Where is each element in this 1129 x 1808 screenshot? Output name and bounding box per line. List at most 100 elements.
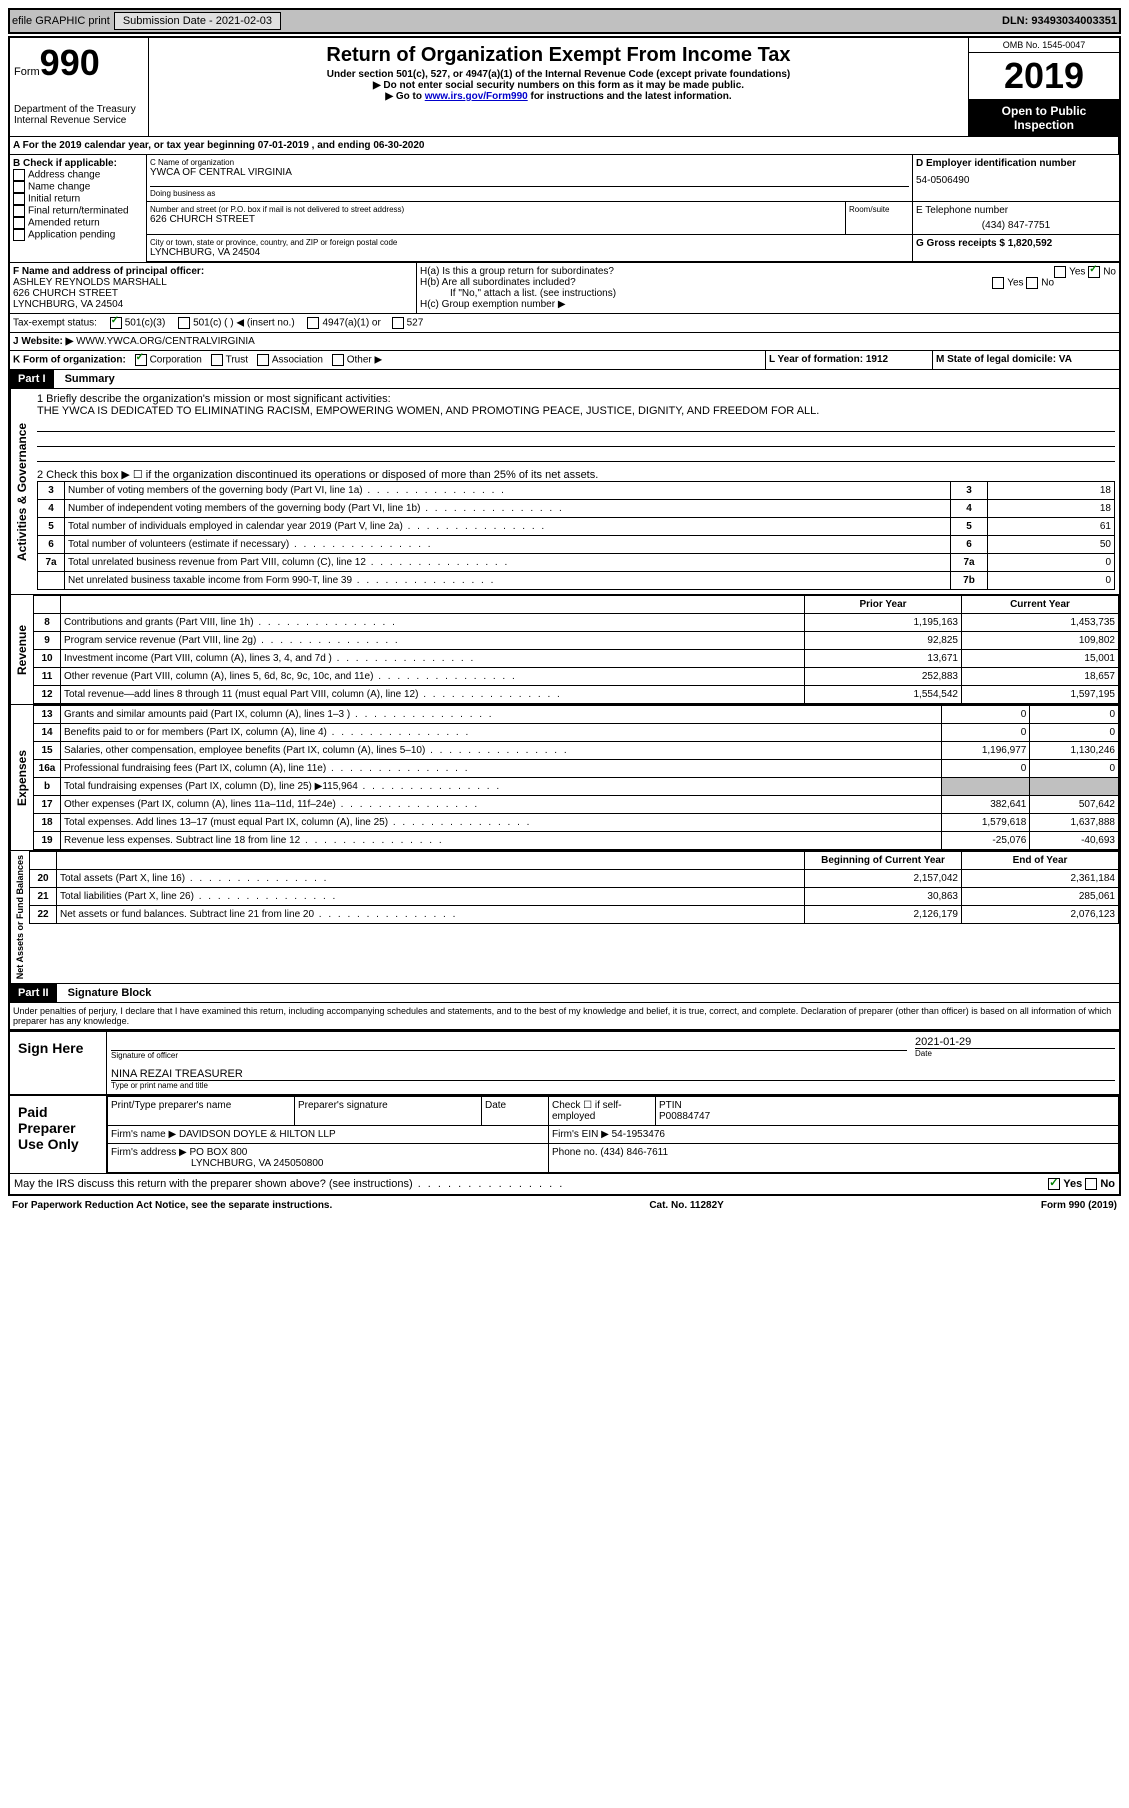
addr-label: Number and street (or P.O. box if mail i…: [150, 205, 842, 214]
paid-preparer-label: Paid Preparer Use Only: [10, 1096, 107, 1173]
box-f-label: F Name and address of principal officer:: [13, 266, 204, 277]
current-year-value: [1030, 778, 1119, 796]
row-box: 6: [951, 536, 988, 554]
officer-name: ASHLEY REYNOLDS MARSHALL: [13, 277, 167, 288]
prior-year-value: 382,641: [941, 796, 1030, 814]
current-year-value: 1,130,246: [1030, 742, 1119, 760]
box-c-label: C Name of organization: [150, 158, 909, 167]
current-year-value: 2,361,184: [962, 870, 1119, 888]
row-label: Total revenue—add lines 8 through 11 (mu…: [61, 686, 805, 704]
note2-pre: ▶ Go to: [385, 91, 424, 102]
corp-checkbox[interactable]: [135, 354, 147, 366]
form-id-box: Form990 Department of the Treasury Inter…: [10, 38, 149, 136]
row-num: 7a: [38, 554, 65, 572]
row-label: Contributions and grants (Part VIII, lin…: [61, 614, 805, 632]
discuss-yes-checkbox[interactable]: [1048, 1178, 1060, 1190]
hb-note: If "No," attach a list. (see instruction…: [420, 288, 1116, 299]
city-label: City or town, state or province, country…: [150, 238, 909, 247]
side-expenses: Expenses: [10, 705, 33, 850]
row-label: Total fundraising expenses (Part IX, col…: [61, 778, 942, 796]
row-num: 6: [38, 536, 65, 554]
row-label: Net assets or fund balances. Subtract li…: [57, 906, 805, 924]
cat-no: Cat. No. 11282Y: [649, 1200, 723, 1211]
boxb-checkbox[interactable]: [13, 229, 25, 241]
boxb-item: Initial return: [13, 193, 143, 205]
col-header: Current Year: [962, 596, 1119, 614]
row-num: b: [34, 778, 61, 796]
box-b: B Check if applicable: Address changeNam…: [10, 155, 147, 262]
hb-yes-checkbox[interactable]: [992, 277, 1004, 289]
dept-label: Department of the Treasury: [14, 104, 144, 115]
boxb-checkbox[interactable]: [13, 169, 25, 181]
row-box: 4: [951, 500, 988, 518]
row-label: Number of independent voting members of …: [65, 500, 951, 518]
prior-year-value: 1,554,542: [805, 686, 962, 704]
open-public-label: Open to Public Inspection: [969, 100, 1119, 136]
officer-typed-name: NINA REZAI TREASURER: [111, 1068, 1115, 1081]
firm-addr2: LYNCHBURG, VA 245050800: [191, 1158, 323, 1169]
discuss-label: May the IRS discuss this return with the…: [14, 1178, 564, 1190]
ptin-value: P00884747: [659, 1111, 710, 1122]
part1-subtitle: Summary: [65, 373, 115, 385]
prep-date-label: Date: [482, 1097, 549, 1126]
assoc-checkbox[interactable]: [257, 354, 269, 366]
part2-subtitle: Signature Block: [68, 987, 152, 999]
tax-status-label: Tax-exempt status:: [13, 318, 97, 329]
row-label: Total number of volunteers (estimate if …: [65, 536, 951, 554]
501c-checkbox[interactable]: [178, 317, 190, 329]
period-line: A For the 2019 calendar year, or tax yea…: [10, 137, 1119, 154]
tax-year: 2019: [969, 53, 1119, 100]
discuss-no-checkbox[interactable]: [1085, 1178, 1097, 1190]
row-label: Total expenses. Add lines 13–17 (must eq…: [61, 814, 942, 832]
boxb-checkbox[interactable]: [13, 193, 25, 205]
form-prefix: Form: [14, 66, 40, 78]
current-year-value: 1,453,735: [962, 614, 1119, 632]
prior-year-value: [941, 778, 1030, 796]
submission-date-button[interactable]: Submission Date - 2021-02-03: [114, 12, 281, 30]
hb-no-checkbox[interactable]: [1026, 277, 1038, 289]
row-value: 0: [988, 554, 1115, 572]
row-num: 5: [38, 518, 65, 536]
prior-year-value: 0: [941, 706, 1030, 724]
prior-year-value: 1,195,163: [805, 614, 962, 632]
row-label: Total liabilities (Part X, line 26): [57, 888, 805, 906]
ha-yes-checkbox[interactable]: [1054, 266, 1066, 278]
current-year-value: 18,657: [962, 668, 1119, 686]
firm-ein: 54-1953476: [612, 1129, 665, 1140]
box-k-label: K Form of organization:: [13, 355, 126, 366]
sig-date: 2021-01-29: [915, 1036, 1115, 1049]
row-num: 22: [30, 906, 57, 924]
ha-no-checkbox[interactable]: [1088, 266, 1100, 278]
firm-name-label: Firm's name ▶: [111, 1129, 176, 1140]
boxb-checkbox[interactable]: [13, 181, 25, 193]
efile-label: efile GRAPHIC print: [12, 15, 110, 27]
box-e-label: E Telephone number: [916, 205, 1116, 216]
prior-year-value: 1,579,618: [941, 814, 1030, 832]
irs-label: Internal Revenue Service: [14, 115, 144, 126]
boxb-checkbox[interactable]: [13, 217, 25, 229]
row-label: Grants and similar amounts paid (Part IX…: [61, 706, 942, 724]
self-emp-label: Check ☐ if self-employed: [549, 1097, 656, 1126]
box-g-label: G Gross receipts $ 1,820,592: [916, 238, 1052, 249]
4947-checkbox[interactable]: [307, 317, 319, 329]
hb-label: H(b) Are all subordinates included?: [420, 277, 576, 288]
other-checkbox[interactable]: [332, 354, 344, 366]
boxb-checkbox[interactable]: [13, 205, 25, 217]
prior-year-value: 92,825: [805, 632, 962, 650]
sign-here-label: Sign Here: [10, 1032, 107, 1094]
sig-officer-label: Signature of officer: [111, 1051, 907, 1060]
page-footer: For Paperwork Reduction Act Notice, see …: [8, 1196, 1121, 1215]
prior-year-value: 1,196,977: [941, 742, 1030, 760]
trust-checkbox[interactable]: [211, 354, 223, 366]
current-year-value: 507,642: [1030, 796, 1119, 814]
527-checkbox[interactable]: [392, 317, 404, 329]
row-num: 13: [34, 706, 61, 724]
row-label: Professional fundraising fees (Part IX, …: [61, 760, 942, 778]
row-value: 18: [988, 500, 1115, 518]
501c3-checkbox[interactable]: [110, 317, 122, 329]
instructions-link[interactable]: www.irs.gov/Form990: [425, 91, 528, 102]
prior-year-value: 0: [941, 724, 1030, 742]
line2-text: 2 Check this box ▶ ☐ if the organization…: [37, 468, 1115, 481]
prior-year-value: -25,076: [941, 832, 1030, 850]
row-num: 9: [34, 632, 61, 650]
